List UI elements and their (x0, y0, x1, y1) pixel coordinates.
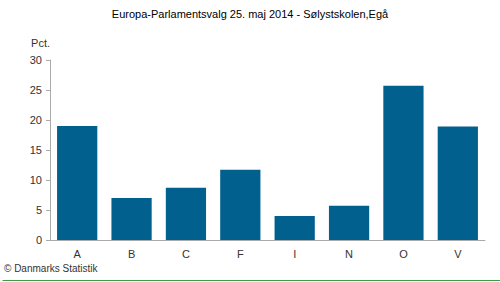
svg-text:10: 10 (30, 174, 42, 186)
svg-text:25: 25 (30, 84, 42, 96)
svg-text:A: A (74, 248, 82, 260)
svg-text:B: B (128, 248, 135, 260)
svg-text:20: 20 (30, 114, 42, 126)
svg-text:I: I (293, 248, 296, 260)
svg-text:Pct.: Pct. (31, 37, 50, 49)
svg-text:V: V (454, 248, 462, 260)
svg-text:© Danmarks Statistik: © Danmarks Statistik (4, 263, 99, 274)
svg-text:F: F (237, 248, 244, 260)
svg-text:15: 15 (30, 144, 42, 156)
svg-text:0: 0 (36, 234, 42, 246)
svg-text:5: 5 (36, 204, 42, 216)
svg-text:C: C (182, 248, 190, 260)
svg-text:30: 30 (30, 54, 42, 66)
svg-text:Europa-Parlamentsvalg 25. maj: Europa-Parlamentsvalg 25. maj 2014 - Søl… (112, 8, 389, 20)
svg-text:N: N (345, 248, 353, 260)
svg-text:O: O (399, 248, 408, 260)
